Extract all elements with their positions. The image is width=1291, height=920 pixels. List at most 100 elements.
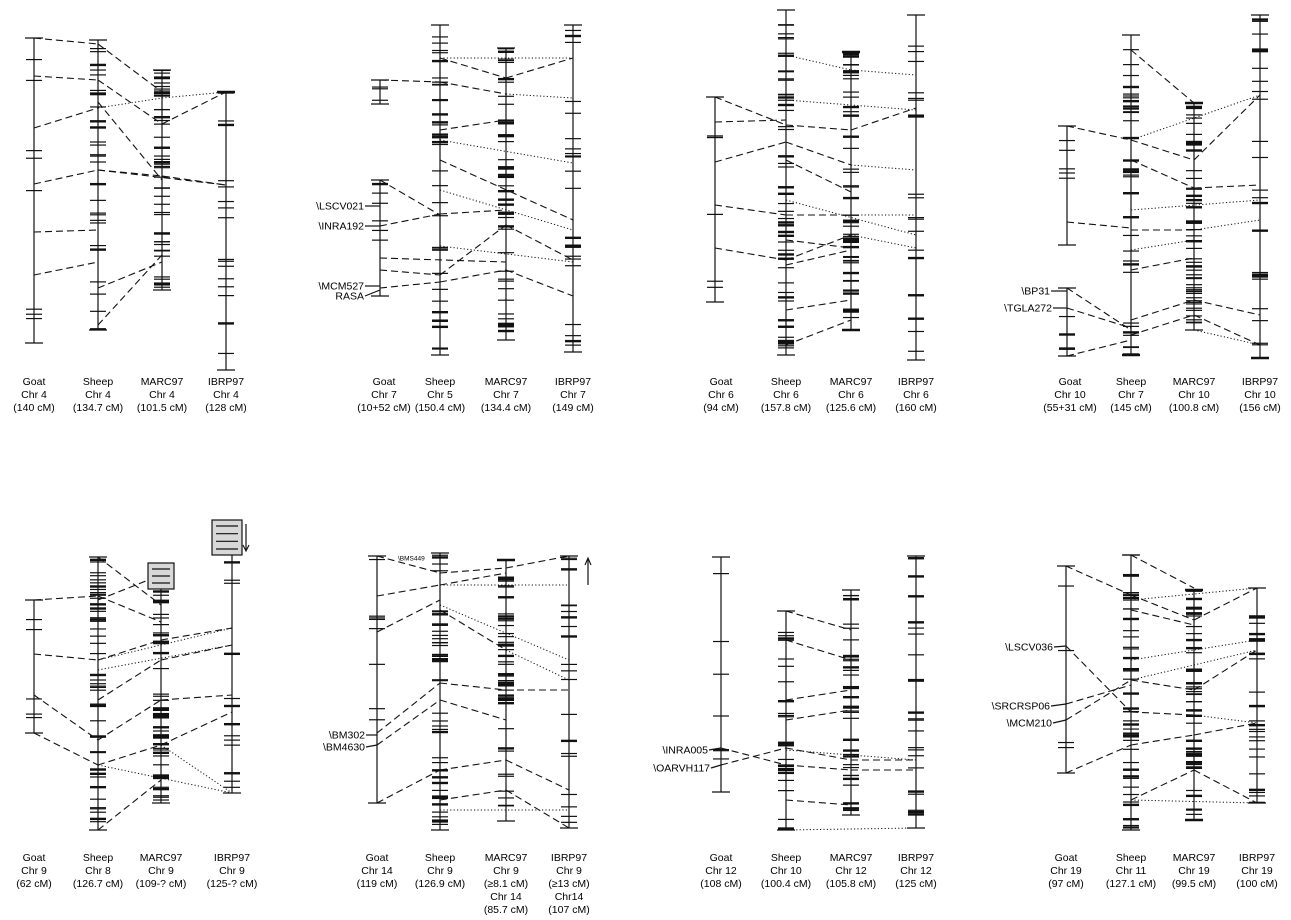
dashed-link xyxy=(1065,744,1132,774)
dotted-link xyxy=(1130,649,1258,681)
caption-line: Chr 9 xyxy=(556,865,582,877)
caption-line: MARC97 xyxy=(485,376,528,388)
dashed-link xyxy=(785,319,852,346)
dashed-link xyxy=(785,689,852,701)
dotted-link xyxy=(785,749,917,761)
dotted-link xyxy=(505,93,574,99)
dashed-link xyxy=(720,747,787,766)
dotted-link xyxy=(1193,714,1258,724)
dotted-link xyxy=(97,97,163,109)
dashed-link xyxy=(439,119,507,131)
caption-line: IBRP97 xyxy=(208,376,244,388)
marker-label: \BMS449 xyxy=(398,556,425,563)
caption-line: Sheep xyxy=(83,852,114,864)
dashed-link xyxy=(33,595,99,601)
chromosome-chr9-2 xyxy=(152,587,170,804)
caption-line: Chr 9 xyxy=(148,865,174,877)
marker-label: RASA xyxy=(335,291,364,303)
dashed-link xyxy=(97,556,162,606)
dashed-link xyxy=(1065,565,1132,596)
map-lines xyxy=(25,9,1269,831)
caption-line: (99.5 cM) xyxy=(1172,878,1216,890)
dotted-link xyxy=(1193,219,1261,231)
dotted-link xyxy=(439,139,574,164)
dashed-link xyxy=(379,269,441,276)
dashed-link xyxy=(439,269,507,283)
dashed-link xyxy=(33,169,99,185)
dashed-link xyxy=(160,627,233,641)
caption-line: (126.7 cM) xyxy=(73,878,123,890)
chromosome-chr12-0 xyxy=(712,556,730,793)
caption-line: Chr 6 xyxy=(773,389,799,401)
dashed-link xyxy=(505,57,574,79)
caption-line: Chr14 xyxy=(555,891,584,903)
dashed-link xyxy=(439,789,507,801)
dashed-link xyxy=(97,659,162,701)
dashed-link xyxy=(33,229,99,233)
dashed-link xyxy=(97,639,162,661)
caption-line: Chr 10 xyxy=(1178,389,1210,401)
dashed-link xyxy=(1065,684,1132,705)
panel-chr19 xyxy=(1057,554,1266,831)
dashed-link xyxy=(785,610,852,631)
links-chr19 xyxy=(1065,554,1258,804)
marker-label: \BP31 xyxy=(1021,286,1050,298)
caption-line: Chr 19 xyxy=(1178,865,1210,877)
marker-pointer xyxy=(365,744,378,748)
dashed-link xyxy=(97,43,163,93)
caption-line: (149 cM) xyxy=(552,402,593,414)
dashed-link xyxy=(379,79,441,83)
caption-line: Chr 8 xyxy=(85,865,111,877)
dashed-link xyxy=(161,175,227,186)
caption-line: Sheep xyxy=(771,376,802,388)
dashed-link xyxy=(1066,307,1132,329)
caption-line: Chr 7 xyxy=(493,389,519,401)
links-chr9 xyxy=(33,556,233,831)
dashed-link xyxy=(439,682,507,691)
dashed-link xyxy=(97,101,163,181)
dashed-link xyxy=(97,595,162,623)
links-chr4 xyxy=(33,37,227,326)
caption-line: Chr 19 xyxy=(1050,865,1082,877)
dashed-link xyxy=(785,764,852,771)
caption-line: (145 cM) xyxy=(1110,402,1151,414)
chromosome-chr4-0 xyxy=(25,37,43,344)
caption-line: IBRP97 xyxy=(551,852,587,864)
caption-line: Goat xyxy=(1059,376,1082,388)
caption-line: Chr 9 xyxy=(493,865,519,877)
dashed-link xyxy=(379,179,441,216)
caption-line: Sheep xyxy=(425,376,456,388)
caption-line: Chr 10 xyxy=(1244,389,1276,401)
caption-line: (128 cM) xyxy=(205,402,246,414)
marker-label: \LSCV036 xyxy=(1005,642,1053,654)
dotted-link xyxy=(1130,587,1258,601)
caption-line: (85.7 cM) xyxy=(484,904,528,916)
dashed-link xyxy=(1193,649,1258,691)
dashed-link xyxy=(97,254,163,326)
caption-line: Goat xyxy=(23,376,46,388)
caption-line: MARC97 xyxy=(1173,376,1216,388)
caption-line: MARC97 xyxy=(140,852,183,864)
dashed-link xyxy=(161,91,227,125)
dashed-link xyxy=(1065,645,1132,713)
chromosome-chr10-4 xyxy=(1251,14,1269,360)
caption-line: Chr 6 xyxy=(838,389,864,401)
dashed-link xyxy=(439,159,574,221)
chromosome-chr10-0 xyxy=(1058,125,1076,246)
caption-line: (107 cM) xyxy=(548,904,589,916)
chromosome-chr7-1 xyxy=(371,179,389,297)
dashed-link xyxy=(376,599,441,633)
dashed-link xyxy=(439,57,507,79)
dashed-link xyxy=(505,224,574,261)
caption-line: (94 cM) xyxy=(703,402,739,414)
links-chr6 xyxy=(714,54,917,346)
caption-line: (101.5 cM) xyxy=(137,402,187,414)
caption-line: Sheep xyxy=(771,852,802,864)
dotted-link xyxy=(1130,94,1261,141)
dashed-link xyxy=(439,699,507,721)
caption-line: (119 cM) xyxy=(357,878,398,890)
caption-line: (108 cM) xyxy=(700,878,741,890)
caption-line: Chr 4 xyxy=(149,389,175,401)
caption-line: (150.4 cM) xyxy=(415,402,465,414)
